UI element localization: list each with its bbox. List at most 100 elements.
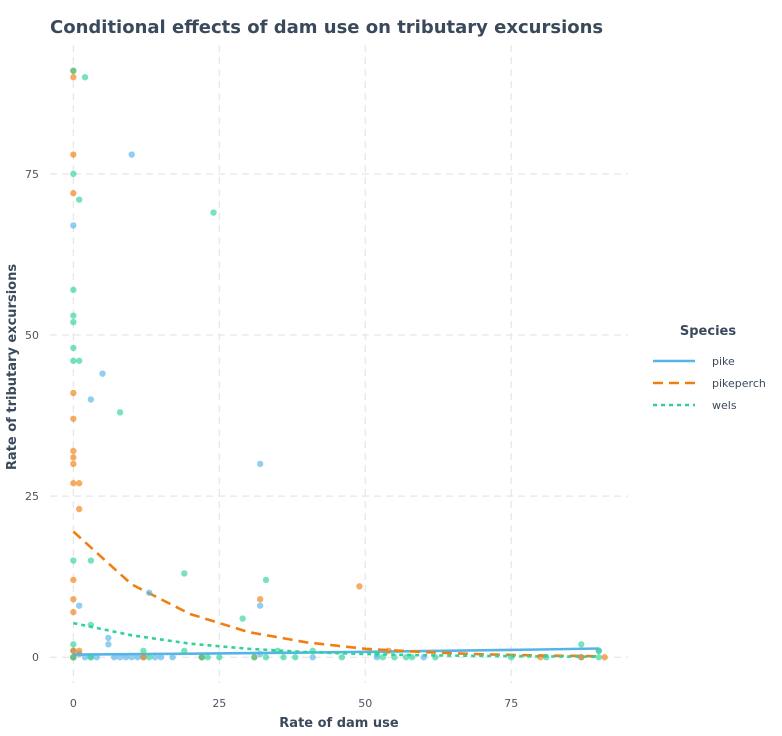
point-wels: [508, 654, 515, 661]
y-tick-label: 50: [25, 329, 39, 342]
y-tick-label: 75: [25, 168, 39, 181]
point-pikeperch: [356, 583, 363, 590]
point-pike: [87, 396, 95, 403]
point-pike: [146, 589, 153, 596]
point-pike: [169, 654, 176, 661]
point-wels: [432, 654, 439, 661]
point-pike: [105, 641, 112, 648]
point-wels: [578, 641, 585, 648]
point-pikeperch: [256, 596, 264, 603]
fit-lines: [72, 530, 599, 658]
point-wels: [181, 647, 188, 654]
legend-title: Species: [680, 324, 736, 339]
point-wels: [70, 170, 77, 178]
point-wels: [262, 654, 270, 661]
point-wels: [81, 74, 89, 81]
point-pikeperch: [537, 654, 544, 661]
y-tick-label: 0: [32, 651, 39, 664]
point-pikeperch: [140, 654, 147, 661]
point-pikeperch: [385, 647, 392, 654]
point-pikeperch: [70, 647, 77, 654]
point-pikeperch: [75, 505, 83, 513]
point-wels: [543, 654, 550, 661]
point-pike: [116, 654, 124, 661]
point-wels: [408, 654, 416, 661]
point-wels: [379, 654, 386, 661]
point-pike: [157, 654, 165, 661]
point-pike: [75, 602, 83, 609]
point-pike: [420, 654, 427, 661]
point-wels: [402, 654, 410, 661]
data-points: [70, 67, 608, 661]
point-pikeperch: [70, 389, 77, 397]
legend-label-wels: wels: [712, 399, 737, 412]
point-wels: [391, 654, 398, 661]
point-pikeperch: [70, 454, 77, 461]
point-wels: [70, 67, 77, 74]
point-wels: [116, 409, 124, 416]
point-wels: [198, 654, 205, 661]
point-wels: [292, 654, 299, 661]
y-axis: 0 25 50 75: [25, 168, 39, 664]
point-wels: [140, 647, 147, 654]
point-pike: [99, 370, 106, 377]
x-axis: 0 25 50 75: [70, 697, 518, 710]
x-tick-label: 50: [358, 697, 372, 710]
point-wels: [75, 196, 83, 203]
point-pikeperch: [75, 647, 83, 654]
point-wels: [373, 650, 381, 658]
point-pikeperch: [70, 190, 77, 197]
point-pike: [151, 654, 159, 661]
point-pike: [81, 654, 89, 661]
point-pike: [128, 151, 135, 158]
point-wels: [338, 654, 346, 661]
point-pike: [309, 654, 316, 661]
point-pike: [134, 654, 141, 661]
point-wels: [309, 647, 316, 654]
point-pike: [128, 654, 135, 661]
legend-label-pikeperch: pikeperch: [712, 377, 766, 390]
point-pikeperch: [601, 654, 608, 661]
point-pike: [256, 460, 264, 468]
point-pike: [256, 602, 264, 609]
point-wels: [87, 654, 95, 661]
point-wels: [70, 286, 77, 294]
chart-title: Conditional effects of dam use on tribut…: [50, 17, 603, 38]
y-axis-title: Rate of tributary excursions: [5, 264, 20, 470]
point-wels: [251, 654, 258, 661]
point-pikeperch: [70, 596, 77, 603]
point-pikeperch: [70, 480, 77, 487]
point-wels: [595, 647, 603, 654]
y-tick-label: 25: [25, 490, 39, 503]
point-pike: [93, 654, 100, 661]
point-pike: [70, 222, 77, 229]
point-wels: [87, 557, 95, 564]
point-wels: [70, 312, 77, 319]
point-wels: [262, 576, 270, 584]
point-pikeperch: [70, 415, 77, 422]
point-wels: [70, 344, 77, 352]
point-pike: [122, 654, 130, 661]
point-wels: [70, 357, 77, 364]
x-tick-label: 0: [70, 697, 77, 710]
x-tick-label: 75: [504, 697, 518, 710]
point-pikeperch: [70, 151, 77, 158]
fit-line-pike: [73, 647, 599, 656]
point-pikeperch: [75, 480, 83, 487]
point-wels: [239, 615, 246, 622]
point-wels: [75, 357, 83, 364]
point-wels: [210, 209, 217, 216]
legend: Species pike pikeperch wels: [653, 324, 766, 412]
point-wels: [204, 654, 211, 661]
point-pikeperch: [578, 654, 585, 661]
point-pike: [111, 654, 118, 661]
point-wels: [146, 654, 153, 661]
point-wels: [70, 557, 77, 564]
point-pikeperch: [70, 460, 77, 468]
point-wels: [274, 647, 281, 654]
point-wels: [216, 654, 223, 661]
point-wels: [87, 621, 95, 629]
point-wels: [280, 654, 287, 661]
legend-label-pike: pike: [712, 355, 735, 368]
